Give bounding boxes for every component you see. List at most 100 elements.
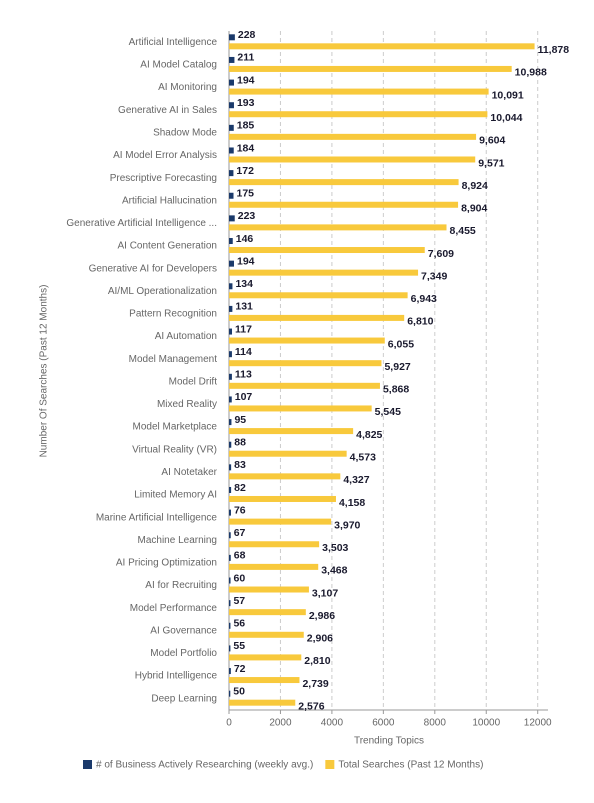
bar	[229, 201, 459, 208]
value-label: 88	[234, 436, 246, 448]
y-tick-label: AI Model Error Analysis	[113, 150, 217, 161]
y-tick-label: Model Management	[129, 354, 218, 365]
bar	[229, 328, 233, 335]
y-tick-label: Deep Learning	[151, 693, 217, 704]
bar	[229, 509, 231, 516]
value-label: 114	[235, 346, 252, 358]
bar	[229, 405, 372, 412]
value-label: 184	[237, 142, 255, 154]
value-label: 83	[234, 459, 246, 471]
bar	[229, 554, 231, 561]
bar	[229, 65, 512, 72]
value-label: 2,906	[307, 633, 333, 645]
value-label: 76	[234, 504, 246, 516]
bar	[229, 43, 535, 50]
value-label: 6,810	[407, 316, 433, 328]
value-label: 211	[237, 52, 254, 64]
y-tick-label: AI for Recruiting	[145, 580, 217, 591]
bar	[229, 600, 231, 607]
value-label: 82	[234, 482, 246, 494]
y-tick-label: Generative Artificial Intelligence ...	[66, 218, 217, 229]
bar	[229, 34, 235, 41]
bar	[229, 668, 231, 675]
bar	[229, 292, 408, 299]
bar	[229, 79, 234, 86]
bar	[229, 305, 233, 312]
value-label: 113	[235, 369, 252, 381]
y-tick-label: AI Content Generation	[117, 241, 217, 252]
legend-label: Total Searches (Past 12 Months)	[338, 760, 483, 771]
y-tick-label: Shadow Mode	[153, 127, 217, 138]
value-label: 172	[236, 165, 254, 177]
bar	[229, 473, 341, 480]
x-tick-label: 6000	[372, 718, 395, 729]
value-label: 223	[238, 210, 256, 222]
value-label: 9,571	[478, 157, 504, 169]
bar	[229, 495, 336, 502]
bar	[229, 111, 488, 118]
y-tick-label: Artificial Intelligence	[129, 37, 218, 48]
value-label: 7,609	[428, 248, 454, 260]
bar	[229, 586, 309, 593]
value-label: 107	[235, 391, 253, 403]
value-label: 6,055	[388, 338, 414, 350]
bar	[229, 577, 231, 584]
value-label: 194	[237, 74, 255, 86]
x-tick-label: 10000	[472, 718, 500, 729]
y-tick-label: Artificial Hallucination	[122, 195, 217, 206]
bar	[229, 260, 234, 267]
y-tick-label: Mixed Reality	[157, 399, 217, 410]
value-label: 3,503	[322, 542, 348, 554]
value-label: 95	[234, 414, 246, 426]
y-tick-label: AI Monitoring	[158, 82, 217, 93]
value-label: 5,545	[375, 406, 401, 418]
bar	[229, 147, 234, 154]
x-axis-title: Trending Topics	[354, 736, 424, 747]
bar	[229, 247, 425, 254]
y-tick-label: Model Marketplace	[133, 422, 218, 433]
y-tick-label: AI Notetaker	[161, 467, 217, 478]
bar	[229, 419, 232, 426]
bar	[229, 563, 319, 570]
value-label: 4,825	[356, 429, 382, 441]
bar	[229, 351, 232, 358]
y-tick-label: Marine Artificial Intelligence	[96, 512, 218, 523]
y-tick-label: Hybrid Intelligence	[135, 671, 218, 682]
bar	[229, 464, 232, 471]
value-label: 117	[235, 323, 252, 335]
y-tick-label: AI Pricing Optimization	[116, 558, 217, 569]
value-label: 185	[237, 120, 255, 132]
value-label: 10,988	[515, 67, 547, 79]
bar	[229, 56, 235, 63]
bar	[229, 631, 304, 638]
x-tick-label: 2000	[269, 718, 292, 729]
value-label: 55	[233, 640, 245, 652]
bar	[229, 690, 231, 697]
y-tick-label: AI/ML Operationalization	[108, 286, 217, 297]
value-label: 6,943	[411, 293, 437, 305]
value-label: 2,810	[304, 655, 330, 667]
value-label: 8,924	[462, 180, 488, 192]
bar	[229, 215, 235, 222]
value-label: 2,986	[309, 610, 335, 622]
bar	[229, 699, 296, 706]
value-label: 4,327	[343, 474, 369, 486]
value-label: 134	[235, 278, 253, 290]
bar	[229, 396, 232, 403]
legend-swatch	[325, 760, 335, 769]
y-tick-label: Model Performance	[130, 603, 218, 614]
y-axis-title: Number Of Searches (Past 12 Months)	[39, 285, 50, 458]
value-label: 60	[234, 572, 246, 584]
y-tick-label: Limited Memory AI	[134, 490, 217, 501]
y-tick-label: Model Portfolio	[150, 648, 217, 659]
bar	[229, 170, 234, 177]
bar	[229, 486, 232, 493]
y-tick-label: Generative AI in Sales	[118, 105, 217, 116]
bar	[229, 428, 354, 435]
bar	[229, 622, 231, 629]
bar	[229, 541, 320, 548]
x-tick-label: 12000	[524, 718, 552, 729]
value-label: 8,904	[461, 203, 487, 215]
value-label: 11,878	[538, 44, 570, 56]
